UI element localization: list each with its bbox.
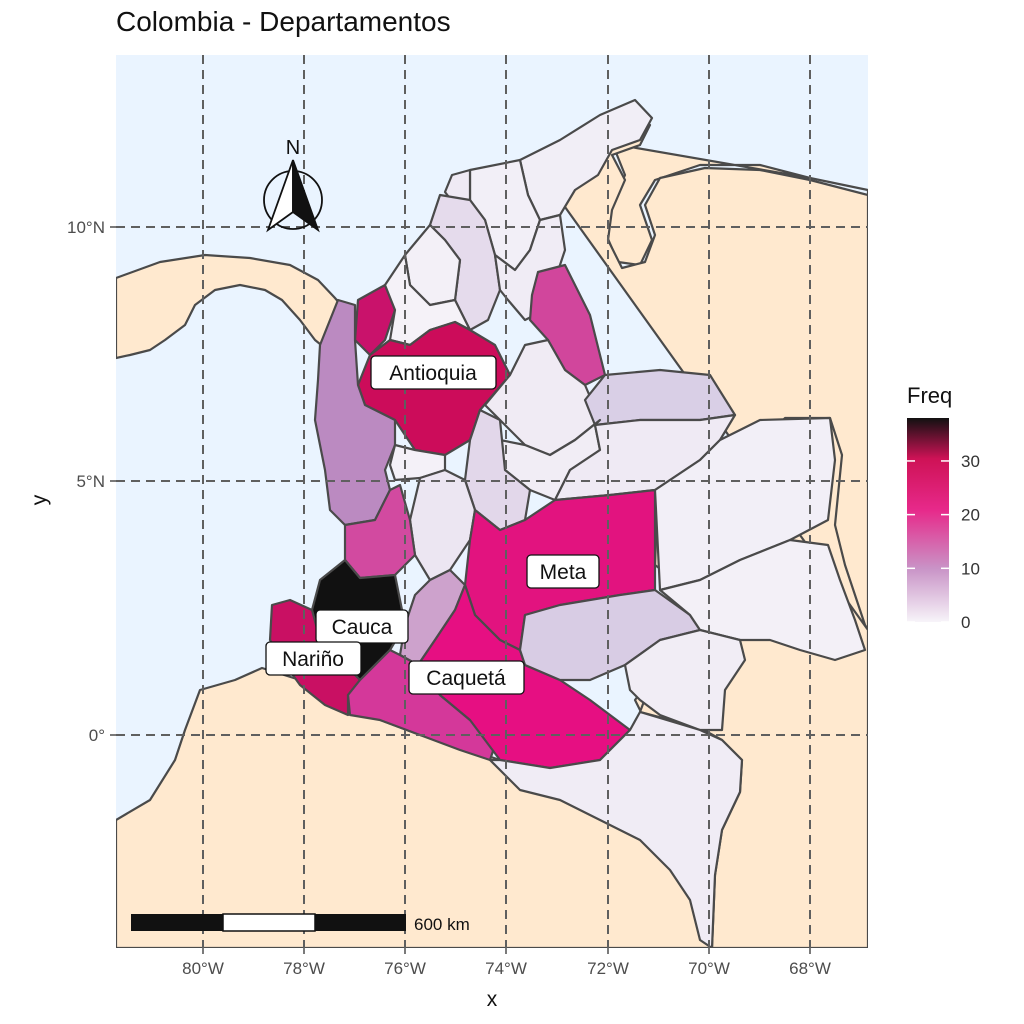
label-antioquia-text: Antioquia (389, 362, 477, 385)
scale-bar-segment-2 (222, 913, 316, 932)
x-tick-label: 72°W (587, 959, 629, 978)
label-narino: Nariño (265, 641, 362, 676)
legend-ticks: 30 20 10 0 (907, 452, 980, 632)
scale-bar: 600 km (131, 913, 470, 934)
label-antioquia: Antioquia (370, 355, 497, 390)
x-tick-label: 70°W (688, 959, 730, 978)
label-caqueta: Caquetá (408, 660, 525, 695)
graticule (116, 55, 868, 948)
scale-bar-segment-1 (131, 914, 223, 931)
dept-amazonas[interactable] (488, 710, 744, 948)
x-axis-title: x (487, 988, 498, 1011)
label-cauca: Cauca (315, 609, 409, 644)
label-narino-text: Nariño (282, 648, 344, 671)
legend: Freq 30 20 10 0 (907, 383, 980, 632)
legend-tick-label: 20 (961, 506, 980, 525)
y-tick-label: 10°N (67, 218, 105, 237)
north-letter: N (286, 137, 300, 159)
x-tick-label: 74°W (485, 959, 527, 978)
label-meta: Meta (526, 554, 600, 589)
y-tick-label: 5°N (76, 472, 105, 491)
legend-title: Freq (907, 383, 952, 408)
x-tick-label: 80°W (182, 959, 224, 978)
north-arrow-right-icon (292, 159, 320, 233)
label-meta-text: Meta (540, 561, 587, 584)
legend-tick-label: 10 (961, 559, 980, 578)
legend-colorbar (907, 418, 949, 622)
dept-vaupes[interactable] (623, 628, 747, 732)
y-axis: 10°N 5°N 0° y (28, 218, 116, 745)
x-tick-label: 78°W (283, 959, 325, 978)
scale-bar-segment-3 (315, 914, 406, 931)
x-tick-label: 68°W (789, 959, 831, 978)
label-caqueta-text: Caquetá (426, 667, 506, 690)
label-cauca-text: Cauca (332, 616, 393, 639)
y-tick-label: 0° (89, 726, 105, 745)
north-arrow: N (263, 137, 323, 233)
legend-tick-label: 0 (961, 613, 970, 632)
x-axis: 80°W 78°W 76°W 74°W 72°W 70°W 68°W x (182, 948, 831, 1011)
scale-bar-label: 600 km (414, 915, 470, 934)
x-tick-label: 76°W (384, 959, 426, 978)
legend-tick-label: 30 (961, 452, 980, 471)
land-panama (116, 253, 354, 360)
y-axis-title: y (28, 494, 51, 505)
map-title: Colombia - Departamentos (116, 6, 451, 37)
